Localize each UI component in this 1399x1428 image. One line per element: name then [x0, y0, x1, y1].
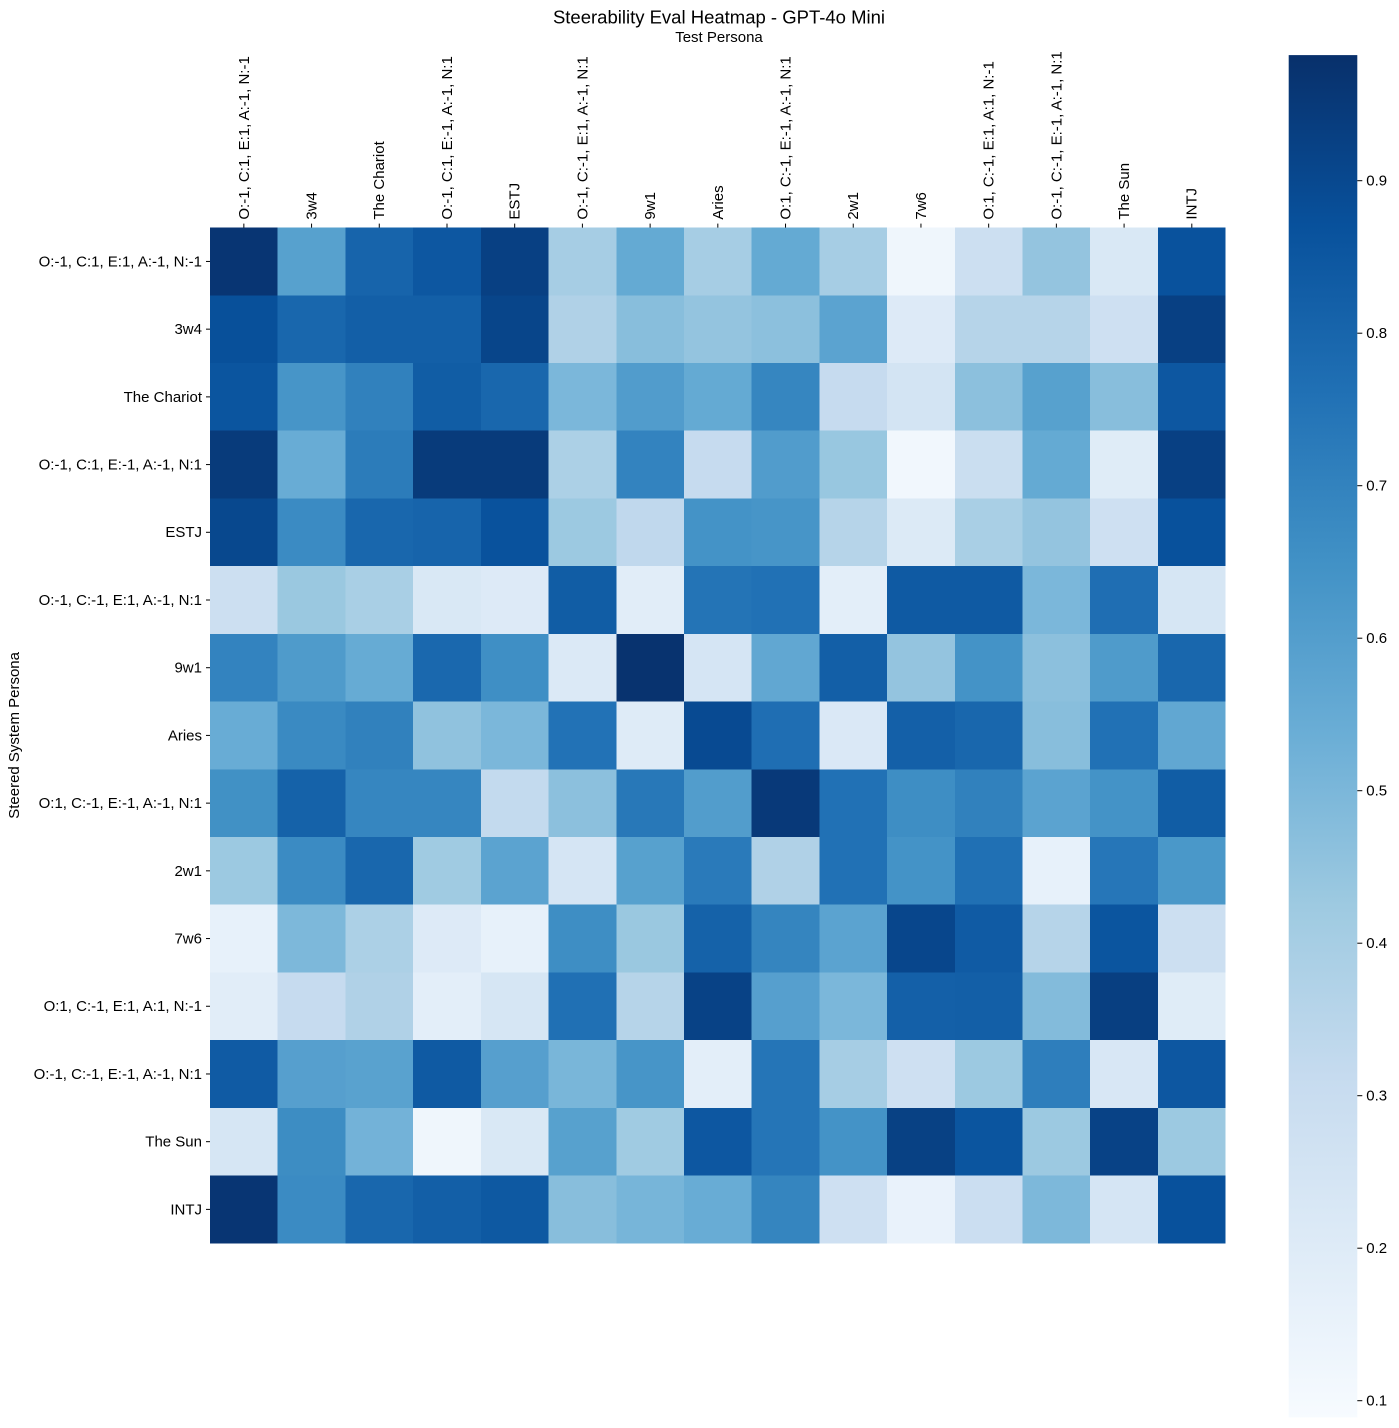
svg-text:2w1: 2w1 [845, 192, 862, 220]
svg-text:The Chariot: The Chariot [124, 389, 203, 406]
svg-text:INTJ: INTJ [1184, 188, 1201, 220]
svg-text:ESTJ: ESTJ [165, 524, 202, 541]
svg-text:0.3: 0.3 [1366, 1088, 1387, 1105]
svg-text:0.1: 0.1 [1366, 1393, 1387, 1410]
svg-text:3w4: 3w4 [174, 321, 202, 338]
svg-text:O:1, C:-1, E:1, A:1, N:-1: O:1, C:-1, E:1, A:1, N:-1 [981, 61, 998, 219]
svg-text:Aries: Aries [710, 185, 727, 219]
svg-text:Steerability Eval Heatmap - GP: Steerability Eval Heatmap - GPT-4o Mini [553, 7, 885, 28]
svg-text:Steered System Persona: Steered System Persona [6, 651, 23, 818]
svg-text:O:-1, C:1, E:-1, A:-1, N:1: O:-1, C:1, E:-1, A:-1, N:1 [39, 457, 202, 474]
svg-text:Test Persona: Test Persona [675, 29, 763, 46]
svg-text:0.7: 0.7 [1366, 478, 1387, 495]
svg-text:0.6: 0.6 [1366, 630, 1387, 647]
svg-text:O:-1, C:-1, E:-1, A:-1, N:1: O:-1, C:-1, E:-1, A:-1, N:1 [1048, 51, 1065, 219]
svg-text:O:1, C:-1, E:1, A:1, N:-1: O:1, C:-1, E:1, A:1, N:-1 [44, 998, 202, 1015]
svg-text:3w4: 3w4 [304, 192, 321, 220]
svg-text:O:-1, C:-1, E:1, A:-1, N:1: O:-1, C:-1, E:1, A:-1, N:1 [574, 56, 591, 219]
svg-text:9w1: 9w1 [642, 192, 659, 220]
svg-text:0.9: 0.9 [1366, 173, 1387, 190]
svg-text:The Sun: The Sun [1116, 163, 1133, 220]
svg-text:ESTJ: ESTJ [507, 183, 524, 220]
svg-text:0.2: 0.2 [1366, 1240, 1387, 1257]
svg-text:7w6: 7w6 [913, 192, 930, 220]
svg-text:O:-1, C:1, E:1, A:-1, N:-1: O:-1, C:1, E:1, A:-1, N:-1 [39, 253, 202, 270]
svg-text:9w1: 9w1 [174, 660, 202, 677]
svg-text:2w1: 2w1 [174, 863, 202, 880]
svg-text:7w6: 7w6 [174, 931, 202, 948]
svg-text:O:-1, C:1, E:1, A:-1, N:-1: O:-1, C:1, E:1, A:-1, N:-1 [236, 56, 253, 219]
svg-text:O:-1, C:-1, E:-1, A:-1, N:1: O:-1, C:-1, E:-1, A:-1, N:1 [34, 1066, 202, 1083]
svg-text:INTJ: INTJ [170, 1201, 202, 1218]
svg-text:0.5: 0.5 [1366, 783, 1387, 800]
svg-text:0.8: 0.8 [1366, 325, 1387, 342]
svg-text:O:-1, C:1, E:-1, A:-1, N:1: O:-1, C:1, E:-1, A:-1, N:1 [439, 56, 456, 219]
svg-text:O:1, C:-1, E:-1, A:-1, N:1: O:1, C:-1, E:-1, A:-1, N:1 [39, 795, 202, 812]
svg-text:0.4: 0.4 [1366, 935, 1387, 952]
svg-text:Aries: Aries [168, 727, 202, 744]
svg-text:The Chariot: The Chariot [371, 140, 388, 219]
svg-text:The Sun: The Sun [145, 1134, 202, 1151]
svg-text:O:1, C:-1, E:-1, A:-1, N:1: O:1, C:-1, E:-1, A:-1, N:1 [777, 56, 794, 219]
svg-text:O:-1, C:-1, E:1, A:-1, N:1: O:-1, C:-1, E:1, A:-1, N:1 [39, 592, 202, 609]
